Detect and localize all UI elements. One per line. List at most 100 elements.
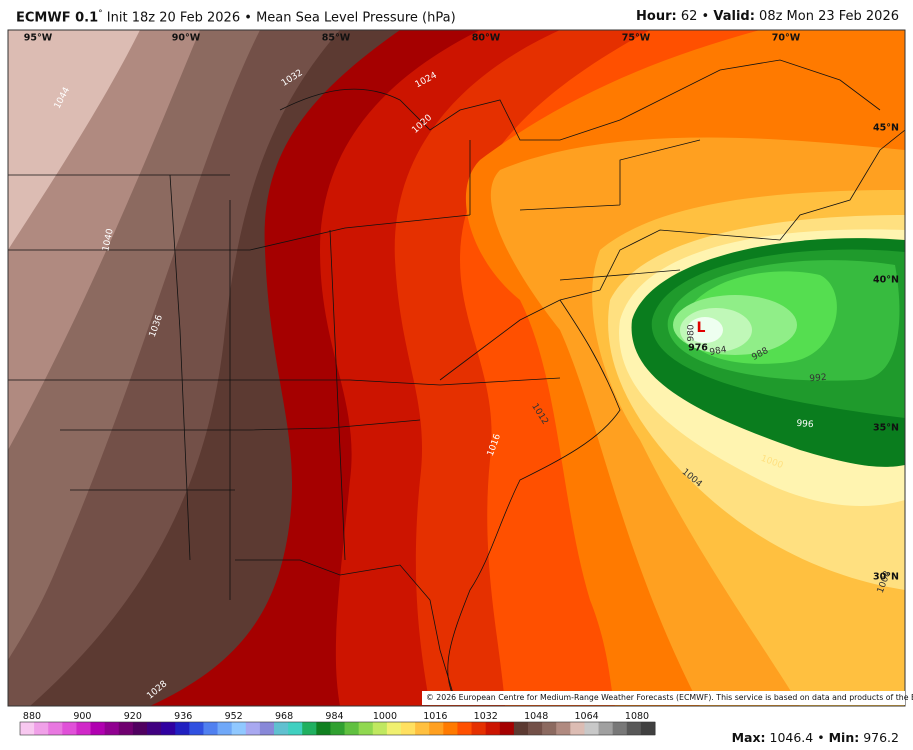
max-value: 1046.4 [769,730,814,745]
colorbar-swatch [217,722,233,735]
colorbar-swatch [386,722,402,735]
lon-label: 80°W [472,33,501,44]
colorbar-swatch [471,722,487,735]
colorbar-swatch [34,722,49,735]
lat-label: 35°N [873,423,899,434]
colorbar-swatch [90,722,106,735]
lon-label: 70°W [772,33,801,44]
lon-label: 85°W [322,33,351,44]
colorbar-label: 1016 [423,711,447,722]
borders [8,59,905,701]
colorbar-swatch [288,722,303,735]
lat-label: 45°N [873,123,899,134]
contour-label: 984 [709,345,728,358]
state-border [8,174,561,600]
colorbar-label: 920 [124,711,142,722]
colorbar-label: 1080 [625,711,649,722]
colorbar-swatch [443,722,458,735]
colorbar-label: 880 [23,711,41,722]
colorbar-frame [19,721,656,736]
colorbar-swatch [598,722,614,735]
colorbar-swatch [203,722,219,735]
separator: • [244,10,252,26]
colorbar-swatch [401,722,416,735]
min-value: 976.2 [863,730,899,745]
lon-label: 75°W [622,33,651,44]
colorbar-swatch [132,722,148,735]
colorbar-label: 900 [73,711,91,722]
colorbar-label: 984 [325,711,343,722]
colorbar-label: 1048 [524,711,548,722]
copyright-bg [422,691,905,705]
band [687,317,723,343]
colorbar-swatch [542,722,557,735]
colorbar-swatch [245,722,261,735]
colorbar-swatch [640,722,656,735]
colorbar-swatch [62,722,77,735]
hour-label: Hour: [636,9,677,24]
colorbar-swatch [104,722,120,735]
contour-label: 996 [796,419,814,430]
colorbar-swatch [513,722,529,735]
graticule-labels: 95°W 90°W 85°W 80°W 75°W 70°W 45°N 40°N … [24,33,899,583]
lat-label: 30°N [873,572,899,583]
colorbar-swatch [259,722,275,735]
colorbar-label: 1064 [574,711,598,722]
separator: • [701,9,710,24]
colorbar-swatch [175,722,190,735]
colorbar-label: 952 [225,711,243,722]
colorbar-label: 968 [275,711,293,722]
colorbar-swatch [302,722,317,735]
state-border [279,59,881,281]
colorbar-swatch [48,722,63,735]
coastline [447,299,621,701]
lon-label: 90°W [172,33,201,44]
colorbar-swatch [415,722,430,735]
colorbar-swatch [316,722,331,735]
colorbar-label: 1000 [373,711,397,722]
colorbar-swatch [161,722,176,735]
separator: • [817,730,825,745]
pressure-field [8,30,905,706]
colorbar-swatch [330,722,346,735]
colorbar-swatch [528,722,543,735]
colorbar-swatch [231,722,247,735]
model-name: ECMWF 0.1 [16,10,99,26]
low-symbol: L [697,320,706,336]
coastline [235,129,905,701]
contour-label: 1040 [101,228,116,253]
max-label: Max: [731,730,766,745]
colorbar-swatch [485,722,501,735]
colorbar: 880 900 920 936 952 968 984 1000 1016 1032 1048 106… [19,711,656,736]
copyright: © 2026 European Centre for Medium-Range … [426,693,913,702]
lat-label: 40°N [873,275,899,286]
colorbar-swatch [570,722,585,735]
contour-label: 992 [809,373,827,384]
header-left: ECMWF 0.1° Init 18z 20 Feb 2026 • Mean S… [16,9,456,25]
colorbar-swatch [556,722,571,735]
colorbar-swatch [344,722,360,735]
min-label: Min: [828,730,860,745]
colorbar-swatch [76,722,92,735]
init-time: Init 18z 20 Feb 2026 [106,10,241,26]
colorbar-swatch [626,722,642,735]
contour-label: 980 [687,324,697,341]
colorbar-label: 1032 [474,711,498,722]
colorbar-swatch [584,722,600,735]
map-frame [7,29,906,707]
colorbar-swatch [429,722,444,735]
colorbar-swatch [20,722,35,735]
colorbar-swatch [189,722,204,735]
hour-value: 62 [680,9,698,24]
degree-sign: ° [98,9,103,19]
colorbar-swatch [358,722,374,735]
valid-label: Valid: [713,9,755,24]
field-name: Mean Sea Level Pressure (hPa) [256,10,456,26]
colorbar-swatch [457,722,473,735]
colorbar-swatch [118,722,134,735]
low-value: 976 [688,343,708,354]
colorbar-swatch [499,722,515,735]
colorbar-label: 936 [174,711,192,722]
